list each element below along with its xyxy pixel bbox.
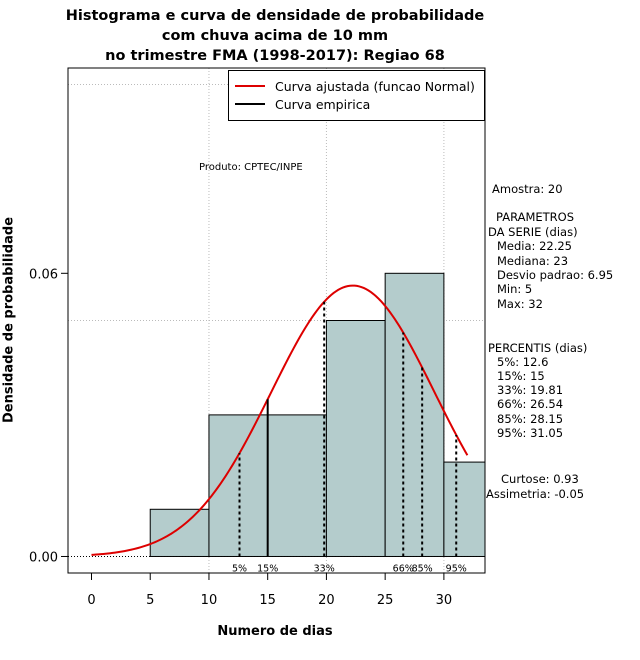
stat-p85: 85%: 28.15 [497,412,564,426]
x-tick-label-0: 0 [87,593,95,608]
percentile-label-33pct: 33% [314,563,335,574]
stat-curtose: Curtose: 0.93 [501,472,579,486]
histogram-bar-4 [384,272,445,557]
stat-param-header-1: PARAMETROS [496,210,575,224]
x-tick-label-30: 30 [436,593,453,608]
stat-p95: 95%: 31.05 [497,426,564,440]
stat-max: Max: 32 [497,297,543,311]
chart-title-line-3: no trimestre FMA (1998-2017): Regiao 68 [105,48,445,64]
legend-label-normal: Curva ajustada (funcao Normal) [275,78,475,94]
legend-swatch-empirical [235,103,265,105]
stat-mediana: Mediana: 23 [497,254,569,268]
stat-p15: 15%: 15 [497,369,545,383]
legend-swatch-normal [235,85,265,87]
stat-assimetria: Assimetria: -0.05 [486,487,585,501]
legend-entry-normal: Curva ajustada (funcao Normal) [235,78,475,94]
x-tick-label-10: 10 [201,593,218,608]
x-tick-label-5: 5 [146,593,154,608]
histogram-bar-1 [208,414,269,557]
x-tick-label-15: 15 [259,593,276,608]
histogram-bar-3 [325,320,386,557]
chart-title-line-1: Histograma e curva de densidade de proba… [65,8,485,24]
stat-p66: 66%: 26.54 [497,397,564,411]
histogram-bar-2 [267,414,327,557]
histogram-bar-5 [443,461,486,557]
histogram-bar-0 [149,508,210,557]
x-tick-label-25: 25 [377,593,394,608]
percentile-label-5pct: 5% [232,563,247,574]
legend-entry-empirical: Curva empirica [235,96,370,112]
legend: Curva ajustada (funcao Normal) Curva emp… [228,70,485,121]
chart-title-line-2: com chuva acima de 10 mm [161,28,389,44]
stat-p33: 33%: 19.81 [497,383,564,397]
normal-density-curve [91,284,469,556]
y-axis-label: Densidade de probabilidade [1,216,17,424]
credit-annotation: Produto: CPTEC/INPE [199,162,303,173]
stat-perc-header: PERCENTIS (dias) [488,341,588,355]
x-tick-label-20: 20 [318,593,335,608]
percentile-label-15pct: 15% [257,563,278,574]
stat-param-header-2: DA SERIE (dias) [488,225,578,239]
y-tick-label-0: 0.00 [29,550,58,565]
legend-label-empirical: Curva empirica [275,96,371,112]
stat-amostra: Amostra: 20 [492,182,563,196]
percentile-label-95pct: 95% [446,563,467,574]
x-axis-label: Numero de dias [217,624,333,639]
y-tick-label-1: 0.06 [29,267,58,282]
stat-p5: 5%: 12.6 [497,355,549,369]
stat-min: Min: 5 [497,282,533,296]
stat-desvio: Desvio padrao: 6.95 [497,268,614,282]
stat-media: Media: 22.25 [497,239,572,253]
percentile-label-85pct: 85% [412,563,433,574]
percentile-label-66pct: 66% [393,563,414,574]
